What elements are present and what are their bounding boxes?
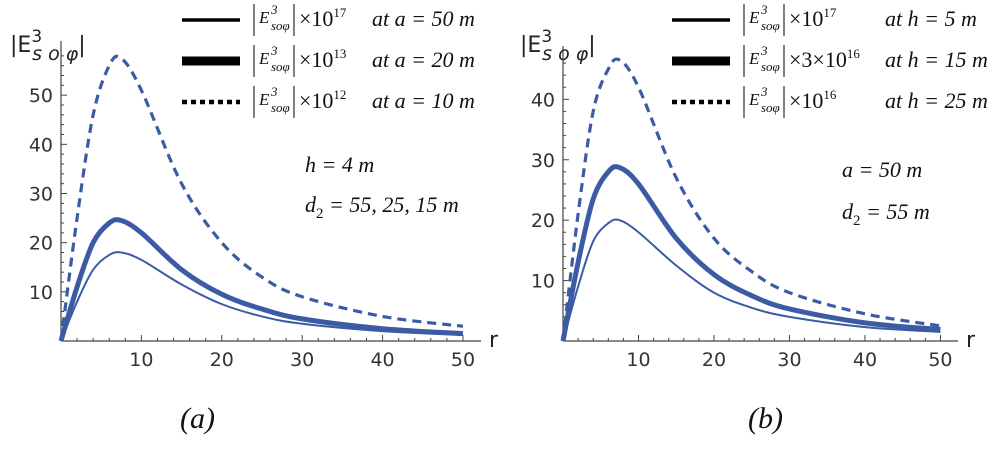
panel-a-series-thick-line xyxy=(58,217,464,342)
panel-a-x-tick-label: 20 xyxy=(210,349,234,371)
panel-a-y-tick-label: 20 xyxy=(29,233,53,255)
panel-b-legend-condition: at h = 15 m xyxy=(885,47,988,72)
panel-a-legend-e-symbol: E xyxy=(258,49,270,68)
panel-a-x-tick-label: 50 xyxy=(451,349,475,371)
panel-a-legend-e-sup: 3 xyxy=(270,43,278,58)
panel-b-legend-e-symbol: E xyxy=(748,90,760,109)
panel-a-x-tick-label: 30 xyxy=(290,349,314,371)
panel-b-legend-e-sub: soφ xyxy=(761,18,780,33)
panel-b-legend-factor: ×1016 xyxy=(789,87,837,113)
panel-b-series-thin-line xyxy=(562,218,941,342)
panel-b-x-axis-label: r xyxy=(966,328,976,353)
panel-a-series-dashed-line xyxy=(59,54,464,342)
panel-a-legend-e-sub: soφ xyxy=(271,59,290,74)
panel-a-x-axis-label: r xyxy=(489,328,499,353)
panel-b-annotation: a = 50 m xyxy=(842,157,922,182)
panel-a-series-thin-line xyxy=(60,251,464,342)
panel-b-legend-factor: ×1017 xyxy=(789,5,837,31)
panel-b-x-tick-label: 50 xyxy=(928,349,952,371)
panel-b-legend-e-symbol: E xyxy=(748,8,760,27)
panel-b-x-tick-label: 10 xyxy=(626,349,650,371)
panel-a-caption: (a) xyxy=(180,402,215,435)
panel-a-legend-condition: at a = 10 m xyxy=(372,88,475,113)
panel-a-x-tick-label: 10 xyxy=(129,349,153,371)
panel-a-legend-e-sup: 3 xyxy=(270,2,278,17)
panel-b-legend-e-sup: 3 xyxy=(760,2,768,17)
panel-a-legend-condition: at a = 50 m xyxy=(372,6,475,31)
panel-a-annotation: h = 4 m xyxy=(305,152,374,177)
panel-b-legend-e-sub: soφ xyxy=(761,59,780,74)
panel-a-x-tick-label: 40 xyxy=(370,349,394,371)
panel-b-x-tick-label: 40 xyxy=(853,349,877,371)
panel-a-legend-condition: at a = 20 m xyxy=(372,47,475,72)
panel-a-legend-factor: ×1017 xyxy=(299,5,347,31)
panel-a-annotation: d2 = 55, 25, 15 m xyxy=(305,192,459,222)
panel-a-y-tick-label: 40 xyxy=(29,134,53,156)
panel-b-y-tick-label: 30 xyxy=(531,150,555,172)
panel-a-legend-e-sub: soφ xyxy=(271,100,290,115)
panel-b-y-tick-label: 10 xyxy=(531,271,555,293)
panel-a-y-tick-label: 10 xyxy=(29,282,53,304)
panel-b-legend-condition: at h = 5 m xyxy=(885,6,977,31)
panel-a-legend-factor: ×1013 xyxy=(299,46,346,72)
panel-b-legend-condition: at h = 25 m xyxy=(885,88,988,113)
panel-a-legend-e-sup: 3 xyxy=(270,84,278,99)
panel-b-annotation: d2 = 55 m xyxy=(842,199,930,229)
panel-b-legend-e-sup: 3 xyxy=(760,84,768,99)
panel-b-y-tick-label: 20 xyxy=(531,210,555,232)
panel-a-legend-e-symbol: E xyxy=(258,8,270,27)
panel-a-legend-e-sub: soφ xyxy=(271,18,290,33)
panel-b-x-tick-label: 30 xyxy=(777,349,801,371)
panel-b-legend-e-sup: 3 xyxy=(760,43,768,58)
panel-a-y-tick-label: 50 xyxy=(29,85,53,107)
panel-a-y-tick-label: 30 xyxy=(29,184,53,206)
panel-b-caption: (b) xyxy=(748,402,783,435)
panel-a-y-axis-label: |E3 s o φ| xyxy=(10,27,86,65)
panel-a-legend-e-symbol: E xyxy=(258,90,270,109)
panel-b-legend-factor: ×3×1016 xyxy=(789,46,860,72)
panel-b-y-axis-label: |E3 s o φ| xyxy=(520,27,596,65)
panel-b-series-thick-line xyxy=(560,164,941,342)
panel-b-series-dashed-line xyxy=(561,57,941,342)
panel-a-legend-factor: ×1012 xyxy=(299,87,346,113)
panel-b-y-tick-label: 40 xyxy=(531,89,555,111)
panel-b-legend-e-symbol: E xyxy=(748,49,760,68)
panel-b-x-tick-label: 20 xyxy=(702,349,726,371)
panel-b-legend-e-sub: soφ xyxy=(761,100,780,115)
